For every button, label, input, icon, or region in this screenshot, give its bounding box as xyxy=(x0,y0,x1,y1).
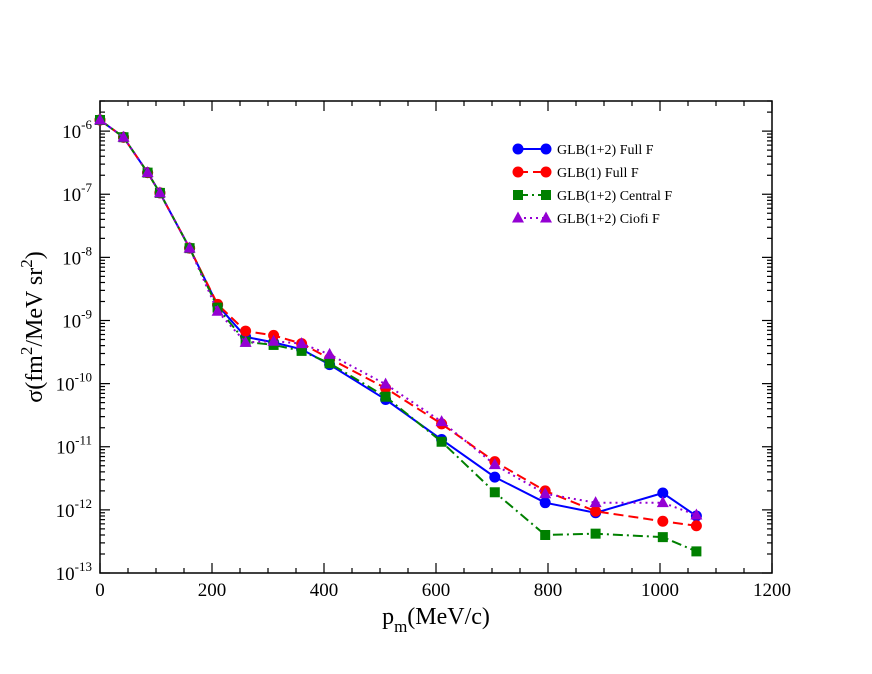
y-tick-label: 10-6 xyxy=(62,117,92,143)
y-tick-label: 10-9 xyxy=(62,306,92,332)
data-point xyxy=(324,358,335,369)
data-point xyxy=(657,487,669,499)
y-axis-title: σ(fm2/MeV sr2) xyxy=(17,251,48,402)
data-point xyxy=(211,304,224,316)
data-point xyxy=(657,532,668,543)
data-point xyxy=(539,487,552,499)
legend-marker xyxy=(512,166,524,178)
y-axis-title-sup1: 2 xyxy=(17,347,36,356)
data-point xyxy=(296,345,307,356)
x-axis-title-main: p xyxy=(382,604,394,630)
data-point xyxy=(691,546,702,557)
x-tick-label: 1200 xyxy=(753,580,791,601)
data-point xyxy=(141,166,154,178)
y-tick-label-exponent: -6 xyxy=(81,117,92,132)
data-point xyxy=(656,496,669,508)
data-point xyxy=(183,241,196,253)
legend: GLB(1+2) Full F GLB(1) Full F GLB(1+2) Cen… xyxy=(512,143,672,227)
legend-label: GLB(1+2) Ciofi F xyxy=(557,212,660,227)
data-point xyxy=(690,508,703,520)
y-tick-label: 10-7 xyxy=(62,180,92,206)
data-point xyxy=(153,186,166,198)
legend-marker xyxy=(541,190,551,200)
x-tick-label: 600 xyxy=(422,580,451,601)
y-tick-label: 10-11 xyxy=(56,433,92,459)
legend-label: GLB(1) Full F xyxy=(557,166,639,181)
legend-marker xyxy=(540,143,552,155)
data-point xyxy=(690,520,702,532)
y-tick-label-exponent: -12 xyxy=(75,496,92,511)
x-tick-label: 400 xyxy=(310,580,339,601)
y-tick-label-base: 10 xyxy=(56,375,75,396)
ticks-layer: 0 200 400 600 800 1000 120010-610-710-810-910-… xyxy=(56,100,791,601)
x-tick-label: 800 xyxy=(534,580,563,601)
data-point xyxy=(380,391,391,402)
y-tick-label: 10-12 xyxy=(56,496,92,522)
y-axis-title-end: ) xyxy=(22,251,48,259)
data-point xyxy=(488,458,501,470)
y-tick-label-base: 10 xyxy=(62,185,81,206)
y-tick-label-exponent: -8 xyxy=(81,243,92,258)
y-axis-title-sup2: 2 xyxy=(17,259,36,268)
legend-label: GLB(1+2) Full F xyxy=(557,143,654,158)
data-point xyxy=(295,337,308,349)
series-4 xyxy=(94,113,703,520)
y-tick-label-exponent: -13 xyxy=(75,559,92,574)
data-point xyxy=(540,529,551,540)
y-tick-label-base: 10 xyxy=(56,564,75,585)
data-point xyxy=(240,325,252,337)
x-axis-title-rest: (MeV/c) xyxy=(407,604,490,630)
data-point xyxy=(590,528,601,539)
data-point xyxy=(117,130,130,142)
legend-marker xyxy=(512,211,524,223)
x-tick-label: 0 xyxy=(95,580,105,601)
data-point xyxy=(239,335,252,347)
data-point xyxy=(267,334,280,346)
x-axis-title: pm(MeV/c) xyxy=(382,604,490,636)
legend-marker xyxy=(540,166,552,178)
y-tick-label-exponent: -9 xyxy=(81,306,92,321)
data-point xyxy=(489,487,500,498)
legend-marker xyxy=(512,143,524,155)
series-line xyxy=(99,119,697,553)
data-point xyxy=(94,113,106,125)
y-tick-label-exponent: -7 xyxy=(81,180,92,195)
y-tick-label-base: 10 xyxy=(62,122,81,143)
y-tick-label-base: 10 xyxy=(62,248,81,269)
series-3 xyxy=(95,115,702,557)
data-point xyxy=(435,415,448,427)
y-axis-title-start: σ(fm xyxy=(22,355,48,403)
y-tick-label-exponent: -10 xyxy=(75,370,92,385)
data-point xyxy=(590,505,602,517)
y-tick-label-base: 10 xyxy=(56,438,75,459)
data-point xyxy=(379,377,392,389)
y-tick-label: 10-8 xyxy=(62,243,92,269)
data-point xyxy=(436,436,447,447)
data-point xyxy=(657,515,669,527)
y-axis-title-mid: /MeV sr xyxy=(22,268,48,347)
x-tick-label: 200 xyxy=(198,580,227,601)
x-axis-title-sub: m xyxy=(394,617,407,636)
data-point xyxy=(489,471,501,483)
legend-label: GLB(1+2) Central F xyxy=(557,189,672,204)
legend-marker xyxy=(540,211,552,223)
y-tick-label-base: 10 xyxy=(62,311,81,332)
data-point xyxy=(323,347,336,359)
data-point xyxy=(539,497,551,509)
y-tick-label-base: 10 xyxy=(56,501,75,522)
plot-frame xyxy=(99,100,773,574)
y-tick-label: 10-10 xyxy=(56,370,92,396)
y-tick-label-exponent: -11 xyxy=(75,433,92,448)
y-tick-label: 10-13 xyxy=(56,559,92,585)
series-layer xyxy=(94,113,703,557)
x-tick-label: 1000 xyxy=(641,580,679,601)
data-point xyxy=(589,496,602,508)
legend-marker xyxy=(513,190,523,200)
